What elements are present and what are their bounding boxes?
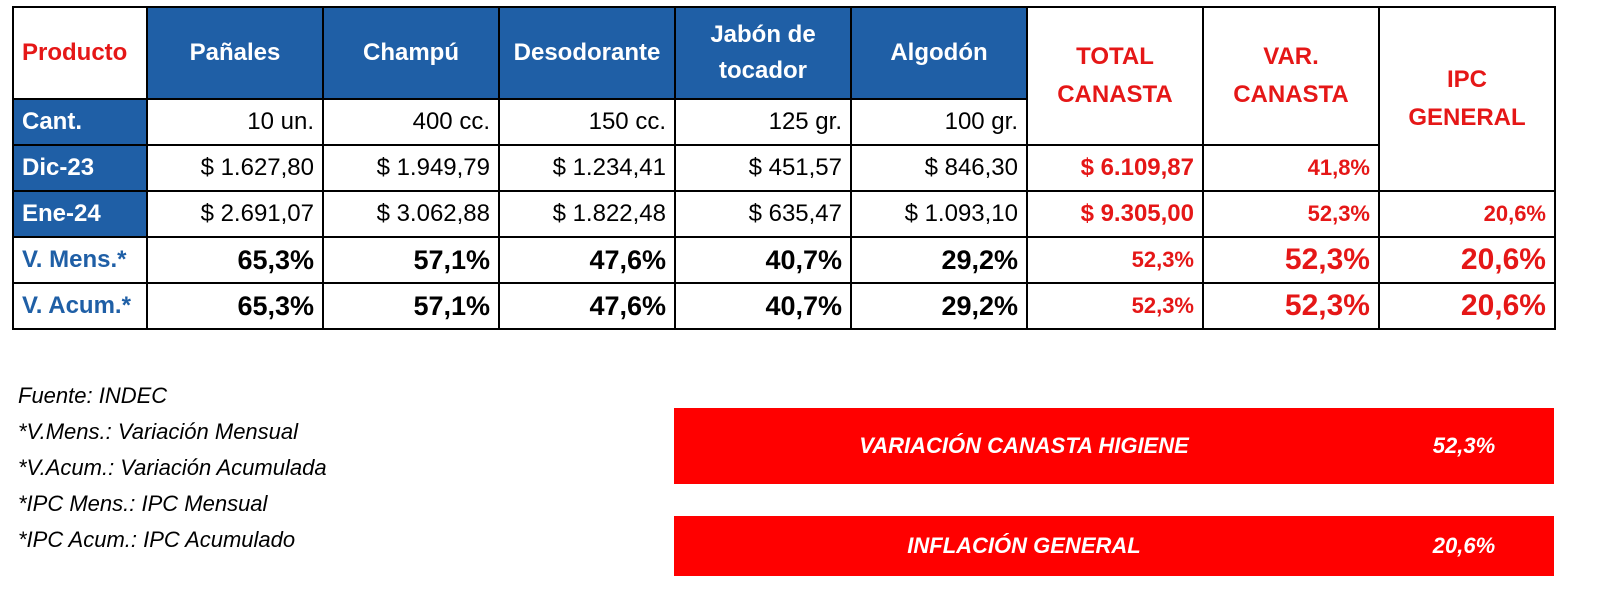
banner-inflacion-general: INFLACIÓN GENERAL 20,6% (674, 516, 1554, 576)
footnotes: Fuente: INDEC *V.Mens.: Variación Mensua… (18, 378, 327, 558)
vmens-panales: 65,3% (146, 236, 324, 284)
vacum-champu: 57,1% (322, 282, 500, 330)
note-source: Fuente: INDEC (18, 383, 168, 408)
vmens-ipc: 20,6% (1378, 236, 1556, 284)
row-label-vmens: V. Mens.* (12, 236, 148, 284)
banner-inflacion-label: INFLACIÓN GENERAL (907, 533, 1141, 558)
ene24-algodon: $ 1.093,10 (850, 190, 1028, 238)
ene24-total: $ 9.305,00 (1026, 190, 1204, 238)
ene24-panales: $ 2.691,07 (146, 190, 324, 238)
dic23-champu: $ 1.949,79 (322, 144, 500, 192)
vacum-jabon: 40,7% (674, 282, 852, 330)
banner-variacion-label: VARIACIÓN CANASTA HIGIENE (859, 433, 1189, 458)
cant-row: Cant. 10 un. 400 cc. 150 cc. 125 gr. 100… (12, 98, 1555, 146)
header-var-canasta: VAR. CANASTA (1202, 6, 1380, 146)
note-vacum: *V.Acum.: Variación Acumulada (18, 455, 327, 480)
dic23-algodon: $ 846,30 (850, 144, 1028, 192)
header-panales: Pañales (146, 6, 324, 100)
vmens-row: V. Mens.* 65,3% 57,1% 47,6% 40,7% 29,2% … (12, 236, 1556, 284)
vmens-algodon: 29,2% (850, 236, 1028, 284)
ene24-jabon: $ 635,47 (674, 190, 852, 238)
note-ipc-acum: *IPC Acum.: IPC Acumulado (18, 527, 296, 552)
dic23-var: 41,8% (1202, 144, 1380, 192)
header-total-canasta: TOTAL CANASTA (1026, 6, 1204, 146)
vacum-var: 52,3% (1202, 282, 1380, 330)
vacum-row: V. Acum.* 65,3% 57,1% 47,6% 40,7% 29,2% … (12, 282, 1556, 330)
row-label-cant: Cant. (12, 98, 148, 146)
dic23-row: Dic-23 $ 1.627,80 $ 1.949,79 $ 1.234,41 … (12, 144, 1555, 192)
banner-variacion-value: 52,3% (1432, 433, 1496, 458)
row-label-ene24: Ene-24 (12, 190, 148, 238)
ene24-ipc: 20,6% (1378, 190, 1556, 238)
cant-jabon: 125 gr. (674, 98, 852, 146)
vmens-var: 52,3% (1202, 236, 1380, 284)
vacum-panales: 65,3% (146, 282, 324, 330)
vmens-jabon: 40,7% (674, 236, 852, 284)
note-ipc-mens: *IPC Mens.: IPC Mensual (18, 491, 268, 516)
ene24-desodorante: $ 1.822,48 (498, 190, 676, 238)
vacum-total: 52,3% (1026, 282, 1204, 330)
header-producto: Producto (12, 6, 148, 100)
header-ipc-general: IPC GENERAL (1378, 6, 1556, 192)
vmens-total: 52,3% (1026, 236, 1204, 284)
ene24-champu: $ 3.062,88 (322, 190, 500, 238)
cant-desodorante: 150 cc. (498, 98, 676, 146)
dic23-jabon: $ 451,57 (674, 144, 852, 192)
header-algodon: Algodón (850, 6, 1028, 100)
ene24-row: Ene-24 $ 2.691,07 $ 3.062,88 $ 1.822,48 … (12, 190, 1556, 238)
row-label-dic23: Dic-23 (12, 144, 148, 192)
vacum-algodon: 29,2% (850, 282, 1028, 330)
vmens-champu: 57,1% (322, 236, 500, 284)
cant-champu: 400 cc. (322, 98, 500, 146)
cant-algodon: 100 gr. (850, 98, 1028, 146)
ene24-var: 52,3% (1202, 190, 1380, 238)
dic23-total: $ 6.109,87 (1026, 144, 1204, 192)
row-label-vacum: V. Acum.* (12, 282, 148, 330)
vacum-desodorante: 47,6% (498, 282, 676, 330)
dic23-desodorante: $ 1.234,41 (498, 144, 676, 192)
cant-panales: 10 un. (146, 98, 324, 146)
header-jabon: Jabón de tocador (674, 6, 852, 100)
header-row: Producto Pañales Champú Desodorante Jabó… (12, 6, 1556, 192)
hygiene-basket-table: Producto Pañales Champú Desodorante Jabó… (12, 6, 1556, 330)
banner-inflacion-value: 20,6% (1432, 533, 1496, 558)
dic23-panales: $ 1.627,80 (146, 144, 324, 192)
note-vmens: *V.Mens.: Variación Mensual (18, 419, 299, 444)
banner-variacion-canasta: VARIACIÓN CANASTA HIGIENE 52,3% (674, 408, 1554, 484)
vacum-ipc: 20,6% (1378, 282, 1556, 330)
header-desodorante: Desodorante (498, 6, 676, 100)
vmens-desodorante: 47,6% (498, 236, 676, 284)
header-champu: Champú (322, 6, 500, 100)
